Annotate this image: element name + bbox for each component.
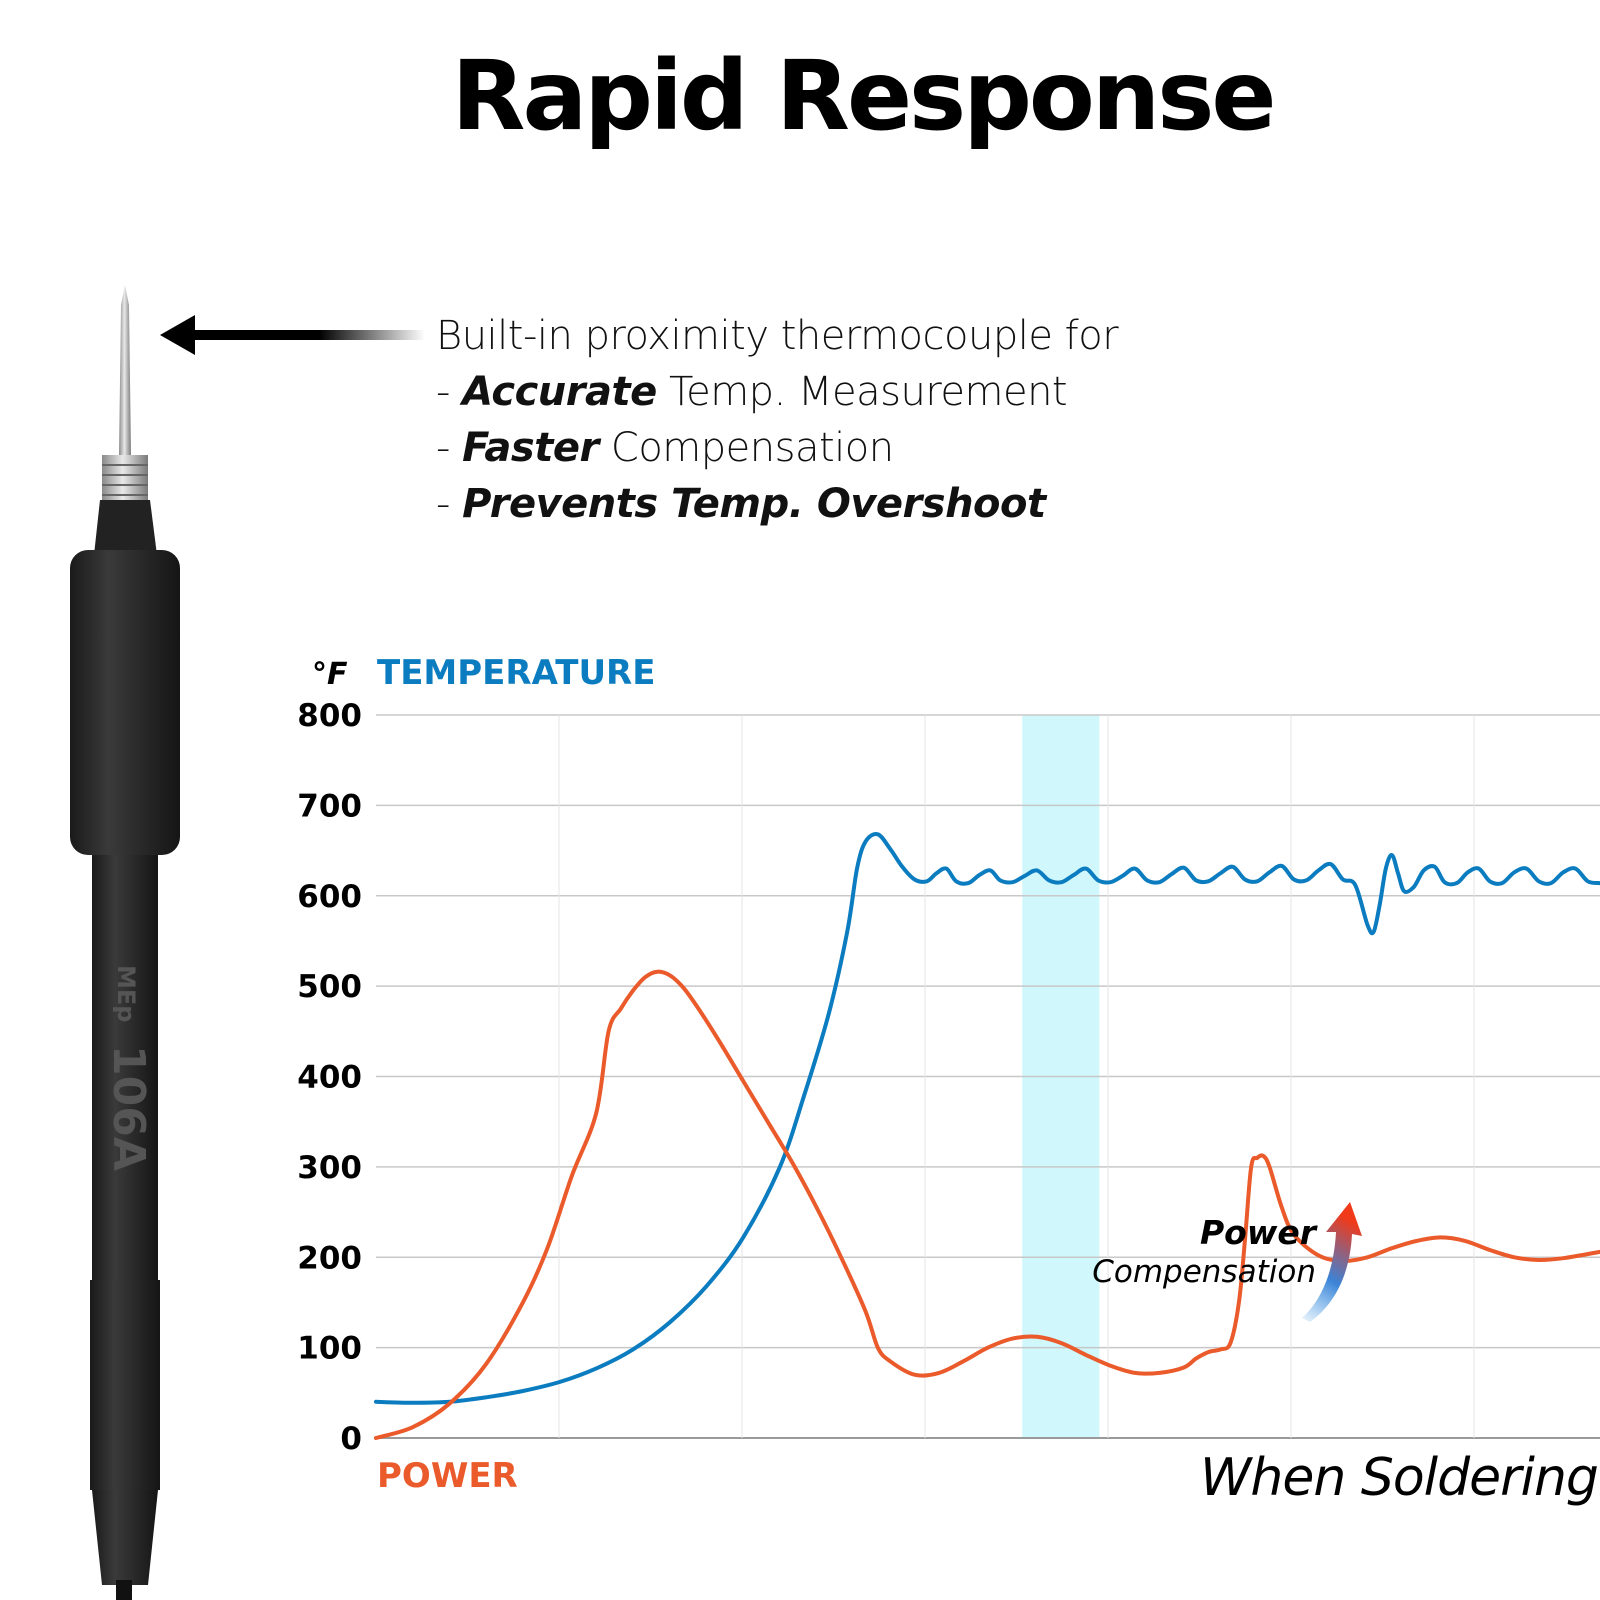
y-tick-label: 300 [297,1150,362,1186]
feature-bullet: - Prevents Temp. Overshoot [436,481,1046,527]
y-tick-label: 400 [297,1060,362,1096]
feature-intro: Built-in proximity thermocouple for [436,313,1119,359]
power-compensation-bold-label: Power [1200,1213,1316,1252]
power-compensation-label: Compensation [1092,1254,1316,1290]
iron-cable [116,1580,132,1600]
chart-grid [376,714,1600,1439]
power-compensation-arrow-icon [1302,1202,1362,1322]
iron-model-text: 106A [103,1045,154,1171]
power-series-line [374,969,1600,1440]
y-tick-label: 100 [297,1331,362,1367]
iron-thread [102,455,148,500]
temperature-legend-label: TEMPERATURE [377,653,655,693]
feature-bullet: - Accurate Temp. Measurement [436,369,1068,415]
iron-rear-sleeve [90,1280,160,1490]
iron-tip [119,285,131,455]
feature-description: Built-in proximity thermocouple for - Ac… [436,308,1119,532]
page-title: Rapid Response [451,40,1277,152]
y-tick-label: 600 [297,879,362,915]
iron-grip [70,550,180,855]
soldering-iron-illustration: MEp 106A [70,285,180,1600]
when-soldering-label: When Soldering [1200,1448,1599,1508]
y-tick-label: 500 [297,969,362,1005]
temperature-series-line [374,832,1600,1405]
y-axis-ticks: 0 100 200 300 400 500 600 700 800 [297,698,362,1457]
iron-brand-text: MEp [112,965,140,1022]
y-tick-label: 800 [297,698,362,734]
y-unit-label: °F [312,657,348,692]
feature-bullet: - Faster Compensation [436,425,894,471]
power-legend-label: POWER [377,1456,518,1496]
pointer-arrow-icon [160,315,425,355]
iron-strain-relief [92,1490,158,1585]
iron-barrel [92,855,158,1280]
y-tick-label: 0 [340,1421,362,1457]
y-tick-label: 200 [297,1240,362,1276]
y-tick-label: 700 [297,788,362,824]
iron-neck [94,500,157,555]
